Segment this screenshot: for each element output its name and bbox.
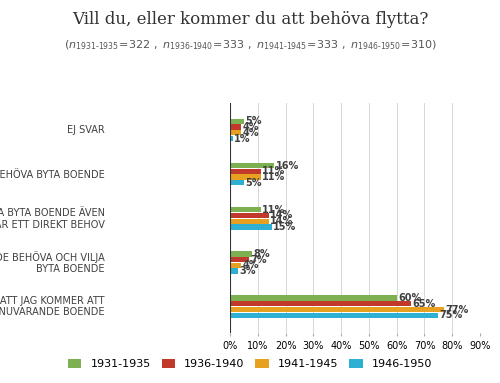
Text: 16%: 16%	[276, 160, 299, 170]
Text: 75%: 75%	[440, 310, 463, 320]
Bar	[230, 119, 244, 124]
Bar	[230, 251, 252, 257]
Bar	[230, 313, 438, 318]
Text: 5%: 5%	[246, 116, 262, 126]
Bar	[230, 130, 241, 136]
Text: 1%: 1%	[234, 134, 250, 144]
Bar	[230, 213, 269, 218]
Text: 15%: 15%	[273, 222, 296, 232]
Text: NEJ, JAG TROR ELLER VET ATT JAG KOMMER ATT
BO KVAR I MITT NUVARANDE BOENDE: NEJ, JAG TROR ELLER VET ATT JAG KOMMER A…	[0, 296, 105, 318]
Text: 4%: 4%	[242, 122, 259, 132]
Text: 4%: 4%	[242, 260, 259, 270]
Text: Vill du, eller kommer du att behöva flytta?: Vill du, eller kommer du att behöva flyt…	[72, 11, 428, 28]
Bar	[230, 295, 396, 301]
Bar	[230, 263, 241, 268]
Bar	[230, 268, 238, 274]
Text: 4%: 4%	[242, 128, 259, 138]
Bar	[230, 224, 272, 229]
Bar	[230, 163, 274, 168]
Bar	[230, 174, 260, 180]
Bar	[230, 136, 233, 141]
Text: 7%: 7%	[251, 255, 268, 265]
Bar	[230, 257, 250, 262]
Text: 11%: 11%	[262, 172, 285, 182]
Bar	[230, 124, 241, 130]
Text: 65%: 65%	[412, 299, 435, 309]
Bar	[230, 307, 444, 312]
Text: 77%: 77%	[446, 304, 468, 314]
Text: 14%: 14%	[270, 210, 293, 221]
Text: 3%: 3%	[240, 266, 256, 276]
Text: 60%: 60%	[398, 293, 421, 303]
Bar	[230, 207, 260, 212]
Bar	[230, 180, 244, 185]
Text: 8%: 8%	[254, 249, 270, 259]
Bar	[230, 301, 410, 306]
Text: JA, JAG KOMMER ATT BEHÖVA BYTA BOENDE: JA, JAG KOMMER ATT BEHÖVA BYTA BOENDE	[0, 168, 105, 180]
Text: $(n_{1931\text{-}1935}\!=\!322\ ,\ n_{1936\text{-}1940}\!=\!333\ ,\ n_{1941\text: $(n_{1931\text{-}1935}\!=\!322\ ,\ n_{19…	[64, 38, 436, 52]
Text: 14%: 14%	[270, 216, 293, 226]
Text: EJ SVAR: EJ SVAR	[67, 125, 105, 135]
Bar	[230, 169, 260, 174]
Bar	[230, 219, 269, 224]
Text: JA, JAG KOMMER ATT BÅDE BEHÖVA OCH VILJA
BYTA BOENDE: JA, JAG KOMMER ATT BÅDE BEHÖVA OCH VILJA…	[0, 251, 105, 274]
Text: 11%: 11%	[262, 205, 285, 215]
Text: 11%: 11%	[262, 166, 285, 176]
Legend: 1931-1935, 1936-1940, 1941-1945, 1946-1950: 1931-1935, 1936-1940, 1941-1945, 1946-19…	[64, 355, 436, 373]
Text: JA, JAG KOMMER ATT VILJA BYTA BOENDE ÄVEN
OM JAG INTE HAR ETT DIREKT BEHOV: JA, JAG KOMMER ATT VILJA BYTA BOENDE ÄVE…	[0, 206, 105, 230]
Text: 5%: 5%	[246, 178, 262, 188]
